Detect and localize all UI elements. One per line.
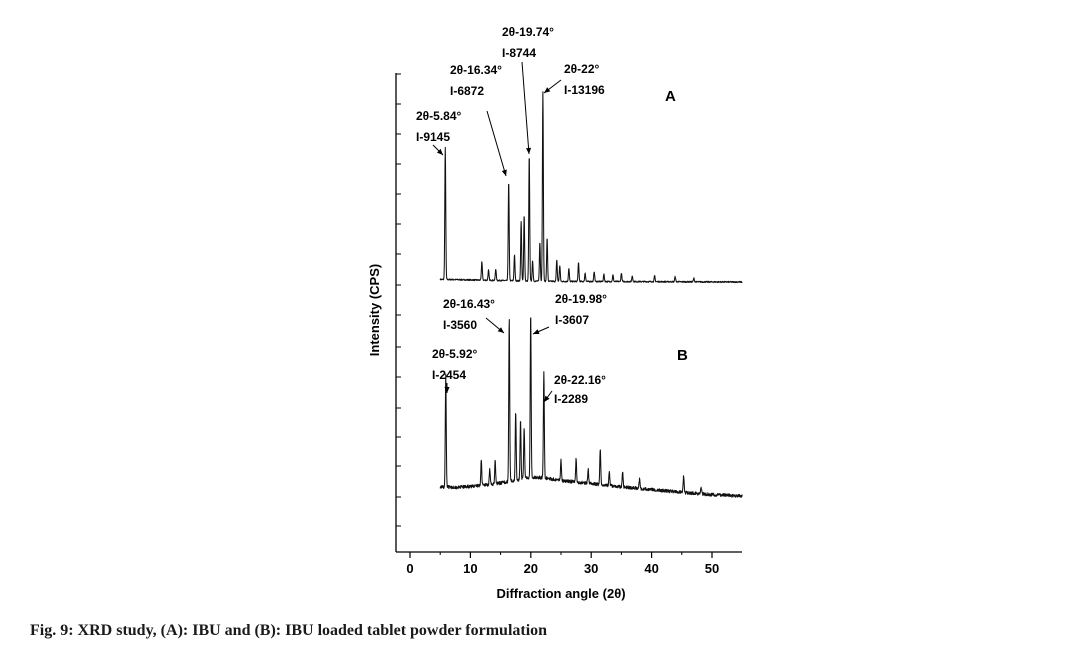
- peak-angle-label: 2θ-5.84°: [416, 109, 462, 123]
- peak-angle-label: 2θ-16.34°: [450, 63, 502, 77]
- xrd-trace-a: [439, 91, 743, 284]
- annotation-arrow-line: [486, 110, 507, 177]
- peak-angle-label: 2θ-5.92°: [432, 347, 478, 361]
- x-tick-label: 20: [524, 561, 538, 576]
- peak-angle-label: 2θ-19.74°: [502, 25, 554, 39]
- peak-angle-label: 2θ-16.43°: [443, 297, 495, 311]
- annotation-arrowhead: [544, 87, 551, 93]
- axes: 0 10 20 30 40 50: [395, 73, 742, 576]
- annotation-arrowhead: [544, 395, 550, 402]
- peak-intensity-label: I-3560: [443, 318, 477, 332]
- annotation-arrowhead: [444, 387, 450, 393]
- annotation-arrowhead: [533, 329, 540, 334]
- x-tick-label: 10: [463, 561, 477, 576]
- x-tick-label: 0: [406, 561, 413, 576]
- peak-intensity-label: I-13196: [564, 83, 605, 97]
- y-axis-title: Intensity (CPS): [367, 264, 382, 356]
- peak-intensity-label: I-6872: [450, 84, 484, 98]
- x-tick-label: 40: [644, 561, 658, 576]
- x-axis-title: Diffraction angle (2θ): [496, 586, 625, 601]
- xrd-traces: [439, 91, 743, 498]
- xrd-trace-b: [439, 317, 743, 498]
- x-tick-label: 30: [584, 561, 598, 576]
- peak-angle-label: 2θ-19.98°: [555, 292, 607, 306]
- annotation-arrow-line: [521, 61, 530, 155]
- figure-caption: Fig. 9: XRD study, (A): IBU and (B): IBU…: [30, 622, 548, 639]
- peak-intensity-label: I-2454: [432, 368, 466, 382]
- peak-intensity-label: I-9145: [416, 130, 450, 144]
- peak-intensity-label: I-8744: [502, 46, 536, 60]
- peak-angle-label: 2θ-22.16°: [554, 373, 606, 387]
- peak-annotations: 2θ-5.84° I-9145 2θ-16.34° I-6872 2θ-19.74° I-…: [416, 25, 607, 406]
- peak-intensity-label: I-3607: [555, 313, 589, 327]
- annotation-arrowhead: [501, 169, 507, 176]
- peak-angle-label: 2θ-22°: [564, 62, 600, 76]
- peak-intensity-label: I-2289: [554, 392, 588, 406]
- annotation-arrowhead: [526, 147, 532, 154]
- panel-label-a: A: [665, 88, 676, 105]
- annotation-arrowhead: [436, 148, 443, 155]
- x-tick-label: 50: [705, 561, 719, 576]
- panel-label-b: B: [677, 347, 688, 364]
- annotation-arrowhead: [497, 327, 504, 333]
